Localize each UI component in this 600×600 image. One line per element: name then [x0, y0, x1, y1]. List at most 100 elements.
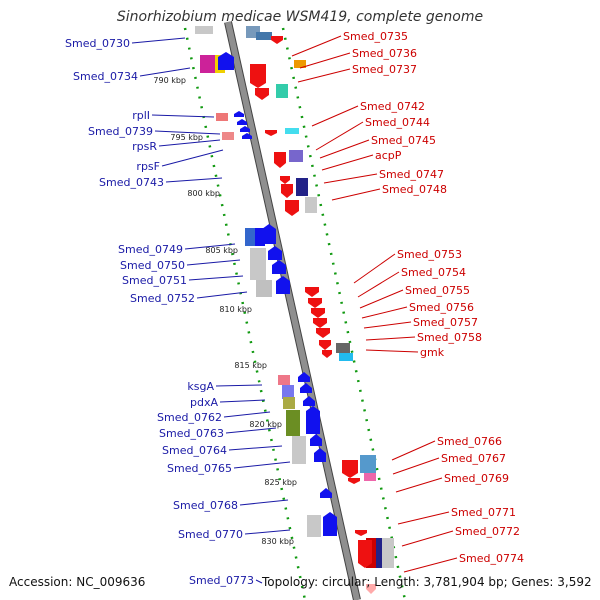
forward-gene-arrow-2 [237, 119, 247, 125]
gene-block-10 [278, 375, 290, 385]
forward-gene-arrow-0 [218, 52, 234, 70]
leader-right-3 [311, 105, 359, 127]
forward-gene-arrow-13 [310, 434, 322, 446]
leader-right-12 [361, 306, 408, 319]
reverse-gene-arrow-12 [316, 328, 330, 338]
gene-label-Smed_0745: Smed_0745 [371, 134, 436, 147]
gene-label-Smed_0772: Smed_0772 [455, 525, 520, 538]
gene-block-29 [382, 538, 394, 568]
gene-block-7 [255, 228, 265, 246]
leader-right-6 [321, 154, 374, 171]
gene-label-Smed_0734: Smed_0734 [73, 70, 138, 83]
leader-left-8 [186, 259, 241, 266]
reverse-gene-arrow-17 [355, 530, 367, 536]
gene-label-Smed_0737: Smed_0737 [352, 63, 417, 76]
leader-left-9 [188, 275, 244, 281]
forward-gene-arrow-12 [306, 406, 320, 434]
gene-label-Smed_0735: Smed_0735 [343, 30, 408, 43]
gene-label-Smed_0748: Smed_0748 [382, 183, 447, 196]
gene-label-Smed_0764: Smed_0764 [162, 444, 227, 457]
leader-right-10 [357, 271, 400, 298]
gene-label-Smed_0736: Smed_0736 [352, 47, 417, 60]
forward-gene-arrow-11 [303, 396, 315, 406]
leader-right-7 [323, 173, 378, 184]
gene-label-Smed_0756: Smed_0756 [409, 301, 474, 314]
leader-left-6 [165, 177, 223, 183]
leader-left-0 [131, 37, 186, 44]
gene-label-Smed_0757: Smed_0757 [413, 316, 478, 329]
gene-label-Smed_0762: Smed_0762 [157, 411, 222, 424]
leader-right-15 [365, 349, 419, 353]
reverse-gene-arrow-0 [271, 36, 283, 44]
gene-label-Smed_0750: Smed_0750 [120, 259, 185, 272]
leader-right-8 [331, 188, 381, 201]
gene-label-Smed_0743: Smed_0743 [99, 176, 164, 189]
tick-label-825: 825 kbp [264, 478, 297, 487]
leader-left-10 [196, 291, 248, 299]
gene-label-rpsF: rpsF [136, 160, 160, 173]
forward-gene-arrow-4 [242, 133, 252, 139]
leader-right-5 [319, 139, 370, 159]
reverse-gene-arrow-18 [358, 540, 372, 568]
reverse-gene-arrow-10 [311, 308, 325, 318]
gene-label-Smed_0768: Smed_0768 [173, 499, 238, 512]
forward-gene-arrow-10 [300, 383, 312, 393]
forward-gene-arrow-14 [314, 448, 326, 462]
gene-label-Smed_0765: Smed_0765 [167, 462, 232, 475]
gene-label-Smed_0749: Smed_0749 [118, 243, 183, 256]
reverse-gene-arrow-6 [281, 184, 293, 198]
reverse-gene-arrow-13 [319, 340, 331, 350]
leader-left-3 [154, 130, 221, 135]
gene-label-Smed_0752: Smed_0752 [130, 292, 195, 305]
leader-left-4 [158, 139, 221, 147]
gene-block-1 [195, 26, 213, 34]
leader-right-2 [297, 68, 351, 83]
forward-gene-arrow-6 [268, 246, 282, 260]
gene-label-ksgA: ksgA [187, 380, 214, 393]
gene-label-Smed_0742: Smed_0742 [360, 100, 425, 113]
tick-label-815: 815 kbp [234, 361, 267, 370]
gene-label-Smed_0747: Smed_0747 [379, 168, 444, 181]
gene-block-28 [376, 538, 386, 568]
gene-block-24 [339, 353, 353, 361]
map-title: Sinorhizobium medicae WSM419, complete g… [116, 9, 484, 25]
reverse-gene-arrow-15 [342, 460, 358, 478]
reverse-gene-arrow-2 [255, 88, 269, 100]
leader-left-12 [219, 399, 266, 403]
accession-text: Accession: NC_009636 [9, 575, 146, 589]
gene-block-26 [364, 473, 376, 481]
gene-block-13 [286, 410, 300, 436]
gene-label-rplI: rplI [132, 109, 150, 122]
gene-block-11 [282, 385, 294, 399]
gene-block-22 [305, 197, 317, 213]
gene-label-Smed_0744: Smed_0744 [365, 116, 430, 129]
gene-block-20 [289, 150, 303, 162]
leader-left-7 [184, 243, 236, 250]
leader-right-11 [359, 289, 404, 309]
gene-label-Smed_0730: Smed_0730 [65, 37, 130, 50]
tick-label-805: 805 kbp [205, 246, 238, 255]
gene-block-21 [296, 178, 308, 196]
reverse-gene-arrow-9 [308, 298, 322, 308]
leader-left-1 [139, 67, 191, 77]
leader-right-17 [392, 457, 440, 475]
forward-gene-arrow-8 [276, 276, 290, 294]
gene-block-15 [307, 515, 321, 537]
tick-label-810: 810 kbp [219, 305, 252, 314]
reverse-gene-arrow-3 [265, 130, 277, 136]
forward-gene-arrow-15 [320, 488, 332, 498]
gene-block-12 [283, 397, 295, 409]
gene-label-Smed_0755: Smed_0755 [405, 284, 470, 297]
gene-label-Smed_0739: Smed_0739 [88, 125, 153, 138]
leader-left-2 [151, 114, 215, 118]
gene-label-Smed_0773: Smed_0773 [189, 574, 254, 587]
leader-right-9 [353, 253, 396, 284]
gene-label-Smed_0767: Smed_0767 [441, 452, 506, 465]
leader-right-13 [363, 321, 412, 329]
gene-block-5 [222, 132, 234, 140]
leader-left-11 [215, 384, 263, 387]
gene-block-25 [360, 455, 376, 473]
right-guide-line [281, 27, 407, 600]
genome-summary-text: Topology: circular; Length: 3,781,904 bp… [262, 575, 592, 589]
